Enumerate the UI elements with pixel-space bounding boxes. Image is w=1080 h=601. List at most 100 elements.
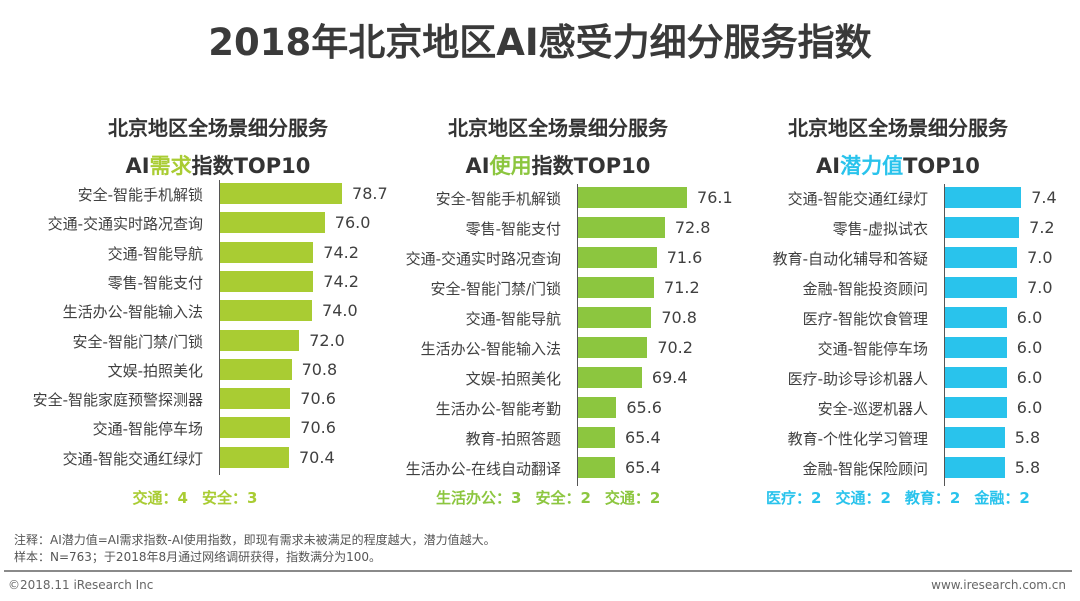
chart-title-suffix: TOP10: [903, 154, 980, 178]
bar-category-label: 金融-智能投资顾问: [802, 280, 928, 298]
bar[interactable]: [945, 397, 1007, 418]
bar-value-label: 5.8: [1014, 458, 1041, 477]
bar-value-label: 6.0: [1016, 338, 1043, 357]
bar-value-label: 6.0: [1016, 398, 1043, 417]
chart-title-prefix: AI: [816, 154, 841, 178]
bar-value-label: 78.7: [352, 184, 388, 203]
bar[interactable]: [220, 300, 313, 322]
chart-summary: 医疗：2 交通：2 教育：2 金融：2: [766, 487, 1044, 508]
bar-value-label: 65.4: [625, 458, 661, 477]
bar[interactable]: [578, 307, 652, 328]
chart-title-highlight: 需求: [149, 154, 192, 178]
bar-value-label: 76.1: [697, 188, 733, 207]
bar[interactable]: [945, 247, 1018, 268]
bar-value-label: 72.0: [309, 330, 345, 350]
footer-divider: [4, 570, 1072, 572]
bar-category-label: 生活办公-智能考勤: [435, 400, 561, 418]
summary-item: 金融：2: [974, 489, 1030, 507]
bar-value-label: 74.2: [323, 271, 359, 291]
note-line-1: 注释：AI潜力值=AI需求指数-AI使用指数，即现有需求未被满足的程度越大，潜力…: [14, 533, 496, 547]
bar-category-label: 交通-交通实时路况查询: [47, 215, 203, 234]
bar-category-label: 零售-智能支付: [107, 273, 203, 292]
bar-category-label: 交通-智能导航: [465, 310, 561, 328]
bar[interactable]: [220, 212, 325, 234]
footer-website[interactable]: www.iresearch.com.cn: [931, 578, 1066, 592]
summary-item: 交通：2: [835, 489, 891, 507]
bar-category-label: 生活办公-在线自动翻译: [405, 460, 561, 478]
chart-title-line1: 北京地区全场景细分服务: [448, 116, 668, 140]
bar-category-label: 零售-虚拟试衣: [832, 220, 928, 238]
bar[interactable]: [220, 388, 291, 410]
chart-axis-line: [944, 184, 945, 486]
summary-item: 安全：3: [201, 489, 258, 507]
bar[interactable]: [945, 307, 1007, 328]
bar-value-label: 7.2: [1029, 218, 1055, 237]
bar-category-label: 生活办公-智能输入法: [420, 340, 561, 358]
bar[interactable]: [578, 337, 648, 358]
bar[interactable]: [578, 367, 642, 388]
bar-value-label: 6.0: [1016, 308, 1043, 327]
bar-value-label: 65.6: [626, 398, 662, 417]
footer-copyright: ©2018.11 iResearch Inc: [8, 578, 154, 592]
bar[interactable]: [945, 187, 1022, 208]
bar-category-label: 安全-智能手机解锁: [435, 190, 561, 208]
bar-value-label: 70.8: [301, 359, 338, 379]
summary-item: 生活办公：3: [436, 489, 522, 507]
chart-title-highlight: 使用: [489, 154, 532, 178]
bar-category-label: 医疗-助诊导诊机器人: [787, 370, 928, 388]
bar[interactable]: [220, 446, 289, 468]
bar[interactable]: [220, 417, 291, 439]
bar-category-label: 交通-智能交通红绿灯: [62, 449, 203, 468]
bar[interactable]: [220, 183, 343, 204]
bar-category-label: 生活办公-智能输入法: [62, 303, 203, 322]
bar-value-label: 74.0: [322, 301, 358, 321]
bar[interactable]: [220, 358, 292, 380]
bar-category-label: 金融-智能保险顾问: [802, 460, 928, 478]
bar-value-label: 7.0: [1027, 248, 1053, 267]
bar-value-label: 7.4: [1031, 188, 1057, 207]
bar[interactable]: [578, 277, 655, 298]
chart-title-highlight: 潜力值: [840, 154, 904, 178]
bar[interactable]: [578, 187, 688, 208]
bar[interactable]: [578, 247, 657, 268]
chart-title-suffix: 指数TOP10: [191, 154, 311, 178]
bar-category-label: 安全-智能门禁/门锁: [72, 332, 203, 351]
bar[interactable]: [945, 367, 1007, 388]
chart-title-prefix: AI: [125, 154, 150, 178]
bar[interactable]: [220, 329, 300, 351]
summary-item: 交通：2: [604, 489, 661, 507]
bar-category-label: 教育-自动化辅导和答疑: [772, 250, 928, 268]
bar-category-label: 文娱-拍照美化: [107, 361, 203, 380]
chart-axis-line: [219, 180, 220, 475]
bar[interactable]: [945, 217, 1020, 238]
bar[interactable]: [578, 457, 615, 478]
bar-category-label: 安全-智能手机解锁: [77, 186, 203, 204]
bar-value-label: 74.2: [323, 242, 359, 262]
summary-item: 教育：2: [904, 489, 961, 507]
chart-axis-line: [577, 184, 578, 486]
bar-category-label: 文娱-拍照美化: [465, 370, 561, 388]
bar-category-label: 安全-巡逻机器人: [817, 400, 928, 418]
bar[interactable]: [945, 277, 1018, 298]
bar-category-label: 交通-交通实时路况查询: [405, 250, 561, 268]
bar[interactable]: [945, 427, 1005, 448]
chart-title-prefix: AI: [465, 154, 490, 178]
summary-item: 交通：4: [132, 489, 188, 507]
bar[interactable]: [220, 270, 314, 292]
summary-item: 医疗：2: [766, 489, 822, 507]
bar[interactable]: [578, 427, 615, 448]
bar[interactable]: [578, 397, 617, 418]
bar-category-label: 教育-拍照答题: [465, 430, 561, 448]
bar[interactable]: [578, 217, 665, 238]
chart-title-line2: AI使用指数TOP10: [466, 150, 651, 180]
bar-value-label: 71.6: [666, 248, 703, 267]
note-line-2: 样本：N=763；于2018年8月通过网络调研获得，指数满分为100。: [14, 550, 382, 564]
bar-category-label: 交通-智能交通红绿灯: [787, 190, 928, 208]
bar[interactable]: [945, 457, 1005, 478]
chart-title-line2: AI潜力值TOP10: [816, 150, 980, 180]
bar-category-label: 教育-个性化学习管理: [787, 430, 928, 448]
bar[interactable]: [945, 337, 1007, 358]
bar-value-label: 70.8: [661, 308, 697, 327]
bar[interactable]: [220, 241, 314, 263]
bar-value-label: 70.4: [299, 447, 335, 467]
